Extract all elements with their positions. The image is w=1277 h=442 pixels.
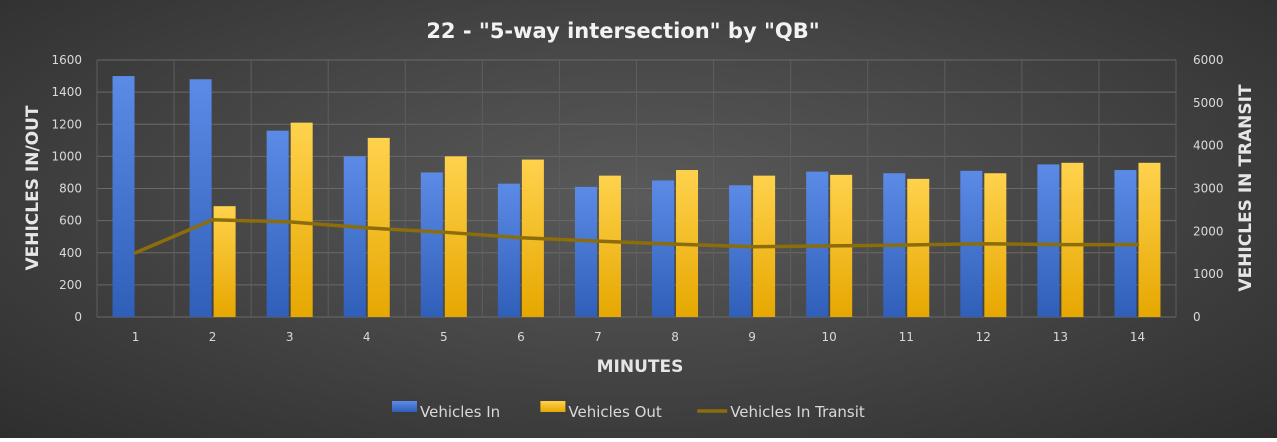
line-point: [596, 239, 600, 243]
bar-vehicles-out: [290, 122, 313, 317]
x-tick-label: 12: [976, 330, 991, 344]
y2-tick-label: 2000: [1193, 224, 1224, 238]
x-tick-label: 13: [1053, 330, 1068, 344]
bar-vehicles-in: [112, 76, 135, 317]
line-point: [519, 235, 523, 240]
bar-vehicles-in: [189, 79, 212, 318]
legend-swatch: [540, 401, 566, 412]
line-point: [133, 250, 138, 255]
y-tick-label: 600: [59, 214, 82, 228]
x-tick-label: 9: [748, 330, 756, 344]
bar-vehicles-in: [574, 186, 597, 317]
line-point: [981, 241, 986, 246]
ticks: 0200400600800100012001400160001000200030…: [51, 53, 1223, 344]
line-point: [364, 226, 369, 230]
bars: [112, 76, 1161, 318]
line-point: [750, 244, 754, 249]
transit-line-group: [133, 217, 1140, 255]
bar-vehicles-in: [266, 130, 289, 317]
x-tick-label: 5: [440, 330, 448, 344]
line-point: [287, 220, 292, 224]
x-tick-label: 4: [363, 330, 371, 344]
y-axis-title: VEHICLES IN/OUT: [23, 105, 43, 270]
line-point: [673, 242, 677, 246]
bar-vehicles-in: [729, 185, 752, 317]
bar-vehicles-out: [1138, 162, 1161, 317]
legend: Vehicles In Vehicles Out Vehicles In Trans…: [392, 401, 865, 421]
bar-vehicles-in: [497, 183, 520, 317]
line-point: [442, 230, 446, 234]
line-point: [210, 217, 215, 222]
bar-vehicles-in: [420, 172, 443, 317]
line-point: [904, 243, 909, 247]
y2-tick-label: 6000: [1193, 53, 1224, 67]
y-tick-label: 400: [59, 246, 82, 260]
y2-tick-label: 5000: [1193, 96, 1224, 110]
x-tick-label: 7: [594, 330, 602, 344]
bar-vehicles-out: [1061, 162, 1084, 317]
x-tick-label: 11: [899, 330, 914, 344]
legend-label: Vehicles In: [420, 403, 500, 421]
y-tick-label: 200: [59, 278, 82, 292]
x-axis-title: MINUTES: [597, 357, 684, 377]
x-tick-label: 2: [209, 330, 217, 344]
x-tick-label: 14: [1130, 330, 1145, 344]
x-tick-label: 3: [286, 330, 294, 344]
bar-vehicles-out: [444, 156, 467, 317]
x-tick-label: 8: [671, 330, 679, 344]
line-point: [827, 244, 831, 248]
bar-vehicles-out: [598, 175, 621, 317]
y2-axis-title: VEHICLES IN TRANSIT: [1236, 84, 1256, 292]
y2-tick-label: 0: [1193, 310, 1201, 324]
x-tick-label: 6: [517, 330, 525, 344]
x-tick-label: 1: [132, 330, 140, 344]
y-tick-label: 0: [74, 310, 82, 324]
x-tick-label: 10: [822, 330, 837, 344]
y-tick-label: 1200: [51, 117, 82, 131]
legend-swatch: [392, 401, 417, 412]
grid: [96, 59, 1177, 318]
y-tick-label: 800: [59, 182, 82, 196]
legend-label: Vehicles Out: [568, 403, 662, 421]
line-point: [1135, 242, 1140, 247]
y-tick-label: 1600: [51, 53, 82, 67]
bar-vehicles-in: [343, 156, 366, 317]
bar-vehicles-in: [1037, 164, 1060, 317]
y2-tick-label: 3000: [1193, 182, 1224, 196]
chart-title: 22 - "5-way intersection" by "QB": [426, 19, 819, 43]
y-tick-label: 1000: [51, 149, 82, 163]
legend-label: Vehicles In Transit: [730, 403, 865, 421]
line-point: [1058, 242, 1063, 247]
y2-tick-label: 1000: [1193, 267, 1224, 281]
bar-vehicles-out: [907, 178, 930, 317]
line-vehicles-in-transit: [134, 218, 1138, 255]
bar-vehicles-out: [213, 206, 236, 317]
y-tick-label: 1400: [51, 85, 82, 99]
y2-tick-label: 4000: [1193, 139, 1224, 153]
bar-vehicles-in: [652, 180, 675, 317]
